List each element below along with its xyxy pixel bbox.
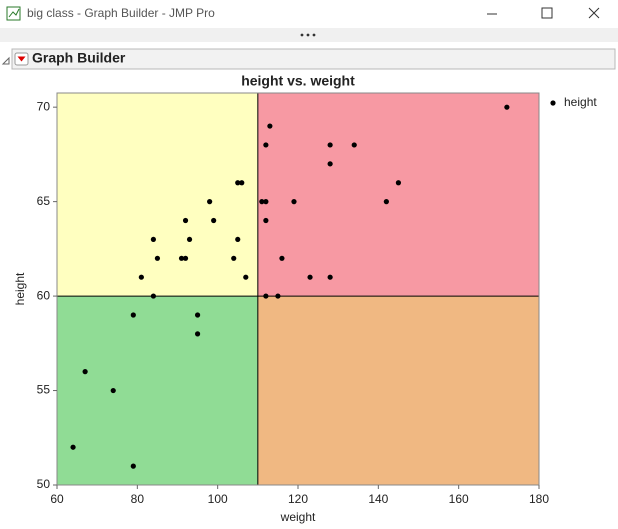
point	[207, 199, 213, 205]
chart: 60 80 100 120 140 160 180 50 55 60 65 70 height vs. …	[13, 73, 597, 524]
x-tick-label: 160	[449, 492, 469, 506]
point	[130, 463, 136, 469]
x-axis-label: weight	[280, 510, 316, 524]
x-tick-label: 80	[131, 492, 145, 506]
point	[263, 199, 269, 205]
title-bar	[0, 0, 618, 28]
point	[154, 255, 161, 261]
point	[243, 274, 249, 280]
point	[211, 217, 217, 224]
point	[235, 180, 241, 186]
disclosure-icon[interactable]	[1, 56, 10, 65]
point	[259, 199, 265, 205]
point	[82, 369, 88, 375]
point	[130, 312, 136, 318]
point	[291, 199, 297, 205]
more-dot[interactable]	[312, 33, 316, 37]
more-dot[interactable]	[306, 33, 310, 37]
point	[395, 180, 402, 186]
x-tick-label: 100	[208, 492, 228, 506]
region-upper-left	[57, 93, 258, 297]
point	[327, 161, 333, 167]
x-tick-label: 180	[529, 492, 549, 506]
point	[138, 274, 144, 280]
point	[327, 142, 333, 148]
y-tick-label: 60	[37, 288, 51, 302]
point	[504, 104, 510, 110]
maximize-button[interactable]	[541, 7, 553, 19]
x-tick-label: 120	[288, 492, 308, 506]
point	[275, 293, 281, 299]
panel-header	[11, 48, 616, 70]
region-upper-right	[257, 93, 539, 297]
y-tick-label: 65	[37, 194, 51, 208]
region-lower-right	[257, 296, 539, 485]
point	[263, 142, 269, 148]
point	[194, 312, 201, 318]
more-dot[interactable]	[300, 33, 304, 37]
close-button[interactable]	[588, 7, 600, 19]
legend-label: height	[564, 95, 597, 109]
region-lower-left	[57, 296, 258, 485]
point	[239, 180, 245, 186]
point	[182, 255, 189, 261]
point	[263, 217, 269, 224]
window-title: big class - Graph Builder - JMP Pro	[27, 6, 215, 20]
point	[263, 293, 269, 299]
point	[267, 123, 273, 129]
red-triangle[interactable]	[17, 56, 26, 62]
point	[110, 387, 116, 394]
point	[279, 255, 285, 261]
point	[186, 236, 193, 243]
y-tick-label: 55	[37, 383, 51, 397]
point	[70, 444, 76, 450]
point	[182, 217, 189, 224]
point	[383, 199, 389, 205]
chart-title: height vs. weight	[241, 73, 355, 89]
panel-title: Graph Builder	[32, 50, 126, 66]
point	[150, 236, 156, 243]
point	[150, 293, 156, 299]
app-icon-glyph	[8, 8, 20, 18]
y-tick-label: 70	[37, 99, 51, 113]
legend-marker	[550, 100, 556, 106]
point	[351, 142, 357, 148]
point	[231, 255, 237, 261]
point	[327, 274, 333, 280]
y-tick-label: 50	[37, 477, 51, 491]
point	[307, 274, 313, 280]
app-icon	[6, 6, 21, 21]
x-tick-label: 140	[368, 492, 388, 506]
point	[194, 331, 201, 337]
point	[235, 236, 241, 243]
y-axis-label: height	[13, 272, 27, 305]
x-tick-label: 60	[50, 492, 64, 506]
point	[178, 255, 185, 261]
